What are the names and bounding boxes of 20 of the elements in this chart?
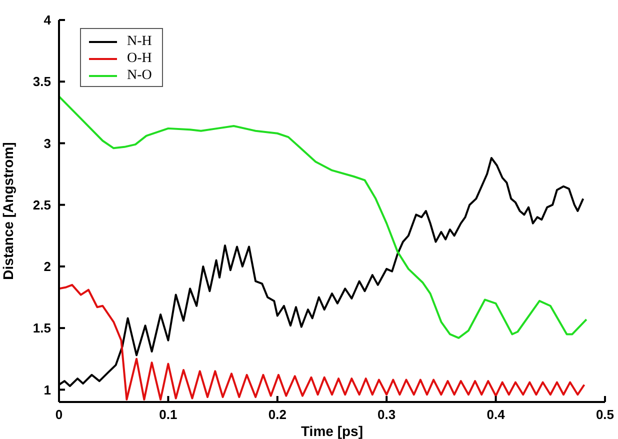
- legend-label: N-H: [127, 34, 152, 50]
- x-tick-label: 0.4: [486, 407, 506, 422]
- y-tick-label: 3.5: [32, 74, 51, 90]
- x-tick-label: 0.5: [596, 407, 614, 422]
- legend-label: O-H: [127, 50, 152, 66]
- line-series: [59, 95, 588, 339]
- line-series: [59, 284, 586, 401]
- x-tick-label: 0.1: [159, 407, 178, 422]
- y-axis-title: Distance [Angstrom]: [0, 142, 16, 280]
- y-tick-label: 4: [44, 12, 52, 28]
- y-tick-label: 2: [44, 259, 51, 274]
- x-tick-label: 0: [55, 407, 63, 422]
- y-tick-label: 3: [44, 136, 51, 151]
- x-tick-label: 0.2: [268, 407, 286, 422]
- y-tick-label: 1: [44, 382, 51, 398]
- x-axis-title: Time [ps]: [301, 423, 363, 439]
- x-tick-label: 0.3: [378, 407, 396, 422]
- y-tick-label: 2.5: [32, 197, 51, 212]
- y-tick-label: 1.5: [32, 320, 51, 336]
- legend-label: N-O: [127, 68, 152, 84]
